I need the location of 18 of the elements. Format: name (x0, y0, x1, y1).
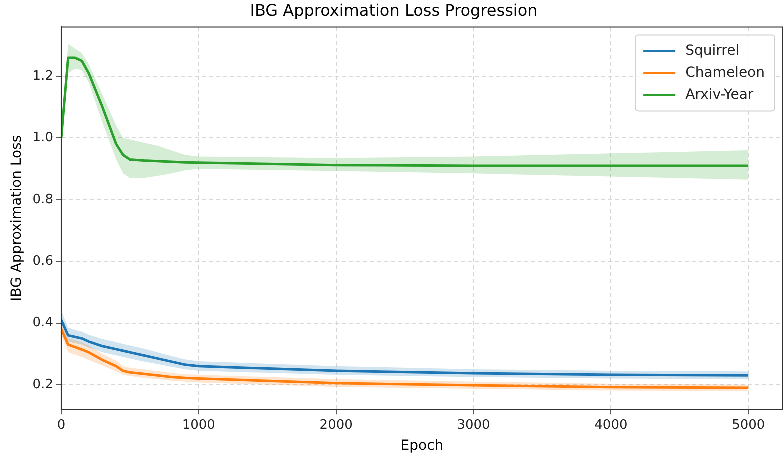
x-tick-label: 4000 (594, 418, 628, 433)
y-tick-label: 0.4 (32, 316, 54, 331)
chart-title: IBG Approximation Loss Progression (250, 0, 538, 20)
x-tick-label: 0 (57, 418, 66, 433)
y-tick-label: 1.0 (32, 130, 54, 146)
y-axis-title: IBG Approximation Loss (9, 135, 26, 302)
x-tick-label: 5000 (732, 418, 766, 433)
legend-label: Arxiv-Year (686, 86, 754, 103)
x-tick-label: 1000 (182, 418, 216, 433)
x-tick-label: 3000 (457, 418, 490, 433)
y-tick-label: 0.6 (32, 254, 54, 269)
legend-label: Chameleon (686, 64, 765, 81)
y-tick-label: 0.8 (32, 192, 54, 208)
y-tick-label: 0.2 (32, 377, 54, 392)
x-tick-label: 2000 (320, 418, 353, 433)
y-tick-label: 1.2 (32, 68, 54, 84)
legend-label: Squirrel (686, 42, 740, 59)
x-axis-title: Epoch (400, 438, 444, 454)
